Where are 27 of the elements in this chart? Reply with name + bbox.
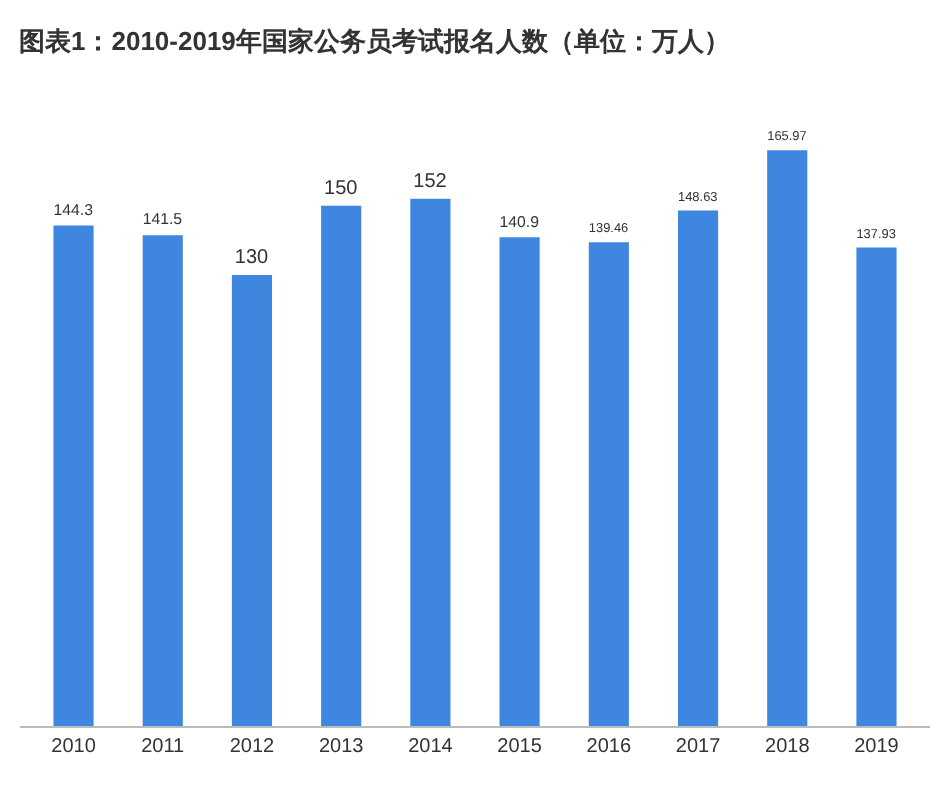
bar bbox=[767, 150, 808, 726]
x-tick-label: 2010 bbox=[51, 736, 97, 758]
data-label: 141.5 bbox=[142, 210, 184, 229]
x-tick-label: 2013 bbox=[318, 736, 365, 758]
data-label: 130 bbox=[234, 247, 270, 270]
x-tick-label: 2017 bbox=[675, 736, 722, 758]
bar bbox=[856, 247, 897, 726]
data-label: 144.3 bbox=[53, 200, 95, 219]
bar bbox=[53, 225, 94, 726]
x-tick-label: 2016 bbox=[586, 736, 632, 758]
x-tick-label: 2015 bbox=[497, 736, 543, 758]
x-tick-label: 2014 bbox=[408, 736, 454, 758]
bar bbox=[142, 235, 183, 726]
x-tick-label: 2018 bbox=[765, 736, 811, 758]
bar bbox=[499, 237, 540, 726]
bar bbox=[677, 210, 719, 726]
x-tick-label: 2012 bbox=[229, 736, 276, 758]
data-label: 152 bbox=[413, 170, 448, 193]
bar bbox=[588, 242, 629, 726]
bar bbox=[321, 205, 362, 726]
data-label: 140.9 bbox=[499, 212, 539, 231]
data-label: 150 bbox=[324, 177, 359, 200]
bar bbox=[410, 198, 451, 726]
chart-title: 图表1：2010-2019年国家公务员考试报名人数（单位：万人） bbox=[19, 25, 730, 56]
bar bbox=[231, 275, 273, 726]
x-tick-label: 2011 bbox=[141, 736, 186, 758]
x-tick-label: 2019 bbox=[854, 736, 900, 758]
